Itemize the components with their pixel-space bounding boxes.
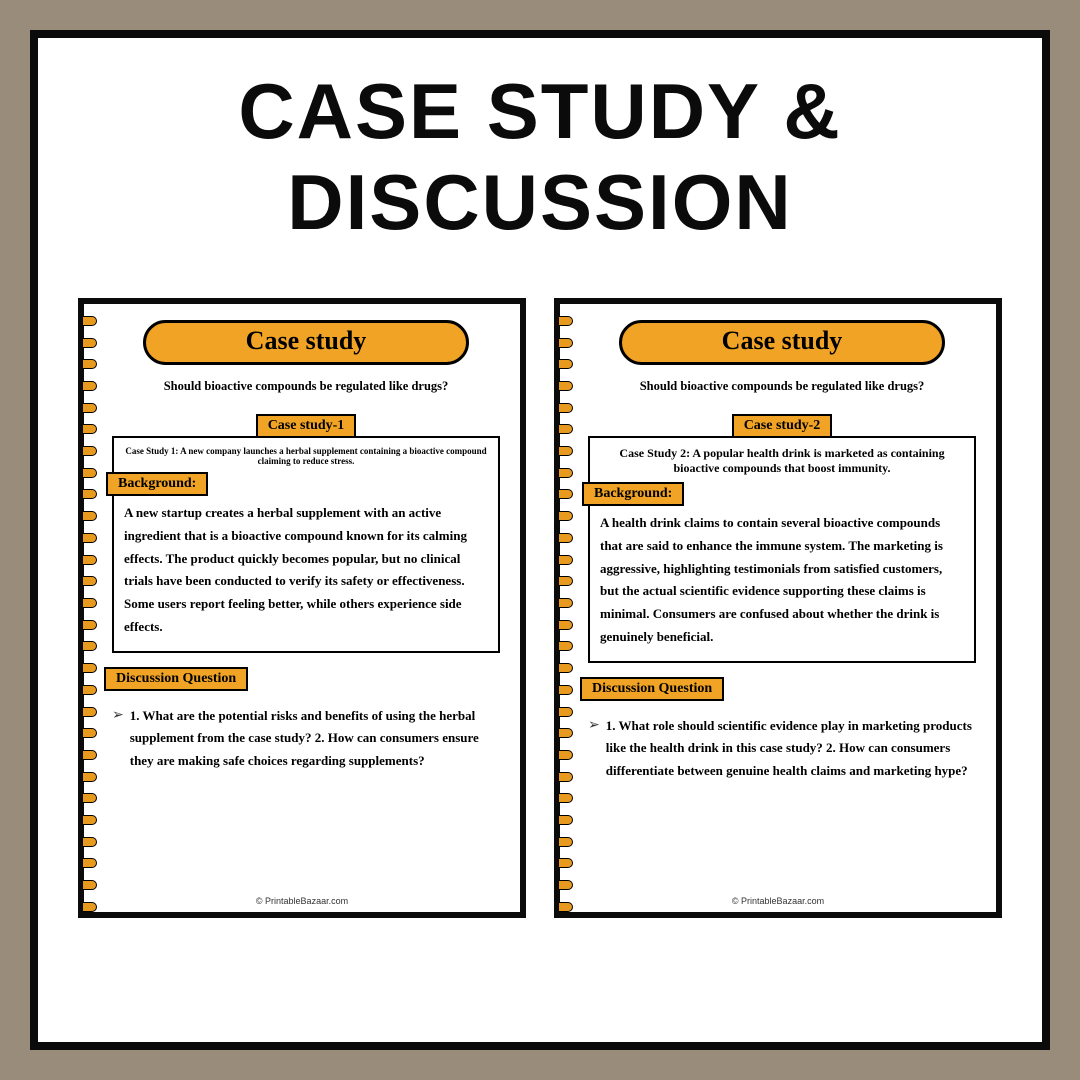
page-inner: Case study Should bioactive compounds be…: [560, 304, 996, 912]
discussion-row: ➢ 1. What are the potential risks and be…: [112, 705, 500, 773]
background-text: A health drink claims to contain several…: [600, 512, 964, 649]
discussion-text: 1. What are the potential risks and bene…: [130, 705, 500, 773]
background-chip-holder: Background:: [582, 482, 964, 506]
case-box: Case Study 1: A new company launches a h…: [112, 436, 500, 653]
product-frame: Case study & Discussion Case study Shoul…: [30, 30, 1050, 1050]
discussion-chip: Discussion Question: [104, 667, 248, 691]
bullet-icon: ➢: [588, 717, 600, 783]
discussion-chip: Discussion Question: [580, 677, 724, 701]
page-banner: Case study: [143, 320, 469, 365]
page-inner: Case study Should bioactive compounds be…: [84, 304, 520, 912]
background-text: A new startup creates a herbal supplemen…: [124, 502, 488, 639]
case-box: Case Study 2: A popular health drink is …: [588, 436, 976, 663]
case-intro: Case Study 1: A new company launches a h…: [124, 446, 488, 466]
discussion-chip-holder: Discussion Question: [104, 667, 500, 691]
case-intro: Case Study 2: A popular health drink is …: [600, 446, 964, 476]
pages-row: Case study Should bioactive compounds be…: [78, 298, 1002, 918]
page-footer: © PrintableBazaar.com: [560, 896, 996, 906]
background-chip: Background:: [106, 472, 208, 496]
discussion-chip-holder: Discussion Question: [580, 677, 976, 701]
background-chip-holder: Background:: [106, 472, 488, 496]
discussion-text: 1. What role should scientific evidence …: [606, 715, 976, 783]
worksheet-page-2: Case study Should bioactive compounds be…: [554, 298, 1002, 918]
background-chip: Background:: [582, 482, 684, 506]
worksheet-page-1: Case study Should bioactive compounds be…: [78, 298, 526, 918]
page-banner: Case study: [619, 320, 945, 365]
bullet-icon: ➢: [112, 707, 124, 773]
discussion-row: ➢ 1. What role should scientific evidenc…: [588, 715, 976, 783]
page-subtitle: Should bioactive compounds be regulated …: [588, 379, 976, 394]
main-title: Case study & Discussion: [38, 66, 1042, 248]
page-subtitle: Should bioactive compounds be regulated …: [112, 379, 500, 394]
case-number-chip: Case study-2: [732, 414, 833, 438]
page-footer: © PrintableBazaar.com: [84, 896, 520, 906]
case-number-chip: Case study-1: [256, 414, 357, 438]
